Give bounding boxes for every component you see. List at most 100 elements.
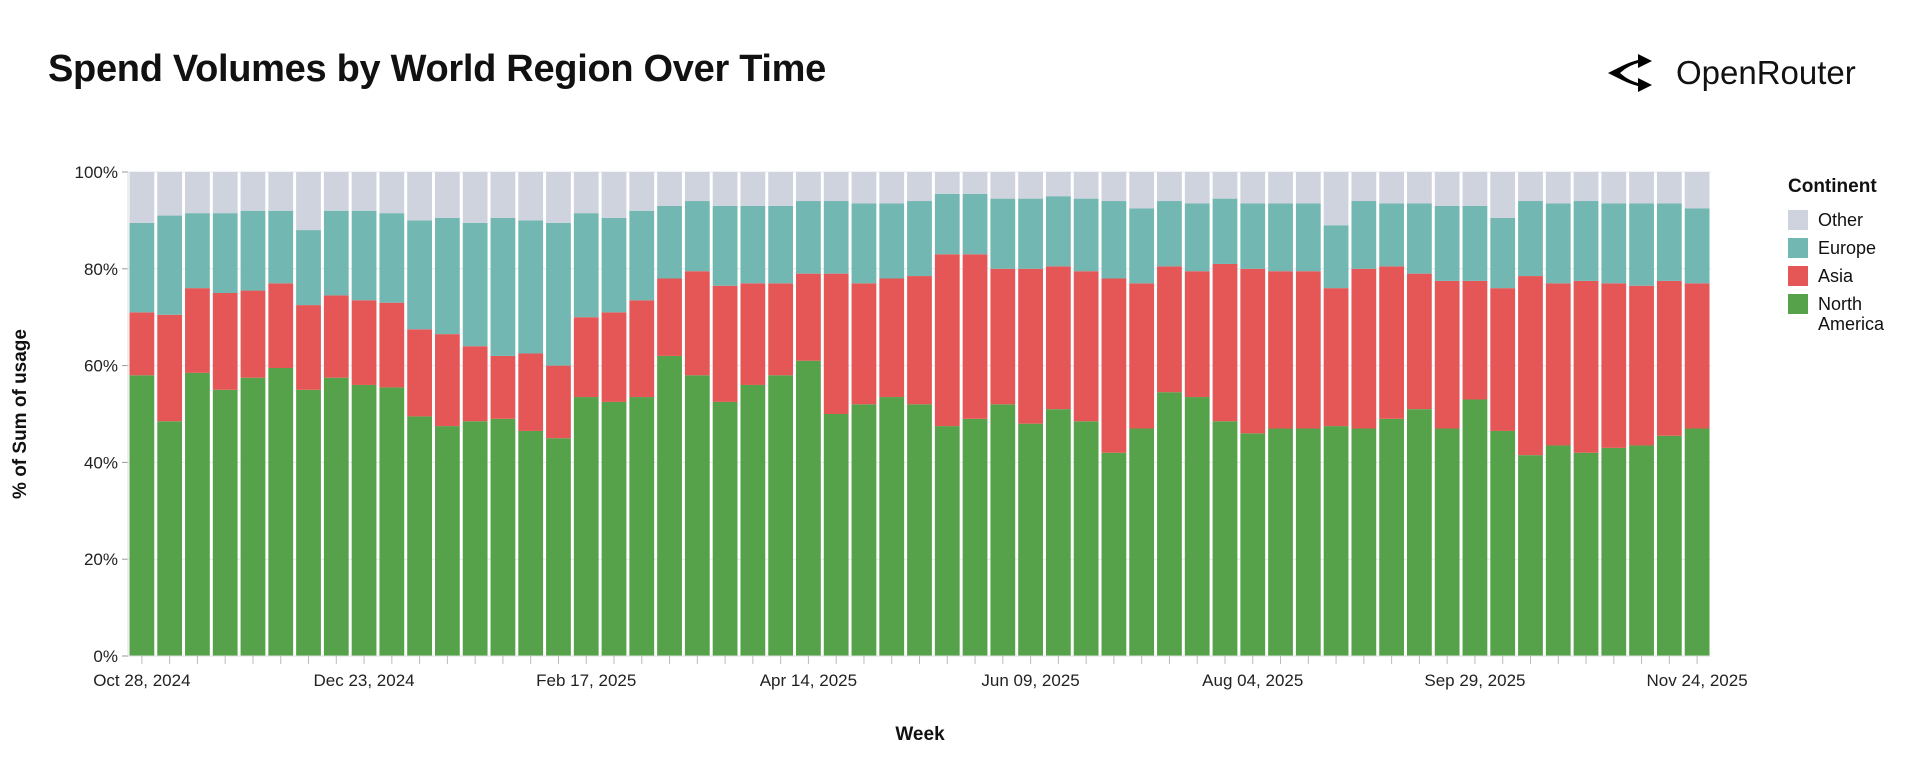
- bar-asia[interactable]: [407, 329, 432, 417]
- bar-north-america[interactable]: [1323, 426, 1349, 656]
- bar-europe[interactable]: [1323, 225, 1349, 289]
- bar-other[interactable]: [351, 172, 377, 211]
- bar-europe[interactable]: [1434, 205, 1460, 281]
- bar-asia[interactable]: [1268, 271, 1293, 429]
- bar-europe[interactable]: [1351, 201, 1377, 269]
- bar-north-america[interactable]: [1184, 397, 1210, 656]
- bar-europe[interactable]: [157, 215, 183, 315]
- bar-other[interactable]: [1573, 172, 1599, 202]
- bar-north-america[interactable]: [1601, 447, 1627, 656]
- bar-europe[interactable]: [962, 193, 988, 255]
- bar-europe[interactable]: [573, 213, 599, 318]
- bar-asia[interactable]: [1434, 280, 1460, 429]
- bar-other[interactable]: [851, 172, 877, 204]
- bar-asia[interactable]: [323, 295, 349, 378]
- bar-europe[interactable]: [1684, 208, 1710, 284]
- bar-asia[interactable]: [1379, 266, 1405, 419]
- bar-asia[interactable]: [1545, 283, 1571, 446]
- bar-other[interactable]: [1351, 172, 1377, 202]
- bar-other[interactable]: [546, 172, 571, 223]
- bar-north-america[interactable]: [1490, 430, 1516, 656]
- bar-other[interactable]: [1601, 172, 1627, 204]
- bar-other[interactable]: [712, 172, 738, 206]
- bar-other[interactable]: [1379, 172, 1405, 204]
- bar-other[interactable]: [407, 172, 432, 221]
- bar-europe[interactable]: [240, 210, 266, 291]
- bar-other[interactable]: [1157, 172, 1182, 202]
- bar-other[interactable]: [1323, 172, 1349, 226]
- bar-asia[interactable]: [1407, 273, 1432, 410]
- bar-other[interactable]: [1545, 172, 1571, 204]
- bar-europe[interactable]: [379, 213, 405, 303]
- bar-asia[interactable]: [129, 312, 155, 376]
- bar-other[interactable]: [157, 172, 183, 216]
- bar-europe[interactable]: [1545, 203, 1571, 284]
- bar-europe[interactable]: [796, 201, 821, 274]
- bar-other[interactable]: [1129, 172, 1155, 209]
- bar-north-america[interactable]: [712, 401, 738, 656]
- bar-asia[interactable]: [879, 278, 905, 398]
- bar-asia[interactable]: [740, 283, 766, 385]
- bar-asia[interactable]: [823, 273, 849, 414]
- bar-north-america[interactable]: [1351, 428, 1377, 656]
- bar-north-america[interactable]: [546, 438, 571, 656]
- bar-asia[interactable]: [157, 314, 183, 422]
- bar-north-america[interactable]: [129, 375, 155, 656]
- bar-north-america[interactable]: [629, 397, 655, 656]
- bar-north-america[interactable]: [1268, 428, 1293, 656]
- bar-asia[interactable]: [1018, 268, 1043, 424]
- bar-asia[interactable]: [1656, 280, 1682, 436]
- bar-asia[interactable]: [490, 355, 516, 419]
- bar-north-america[interactable]: [518, 430, 544, 656]
- bar-other[interactable]: [129, 172, 155, 223]
- bar-europe[interactable]: [296, 230, 321, 306]
- bar-asia[interactable]: [1323, 288, 1349, 427]
- bar-north-america[interactable]: [657, 355, 682, 656]
- bar-europe[interactable]: [657, 205, 682, 279]
- bar-europe[interactable]: [1462, 205, 1488, 281]
- bar-asia[interactable]: [1490, 288, 1516, 431]
- legend-item[interactable]: Asia: [1788, 266, 1916, 294]
- bar-north-america[interactable]: [434, 426, 460, 656]
- bar-other[interactable]: [212, 172, 238, 214]
- bar-other[interactable]: [629, 172, 655, 211]
- bar-asia[interactable]: [296, 305, 321, 390]
- bar-other[interactable]: [573, 172, 599, 214]
- bar-other[interactable]: [768, 172, 794, 206]
- bar-asia[interactable]: [1295, 271, 1321, 429]
- bar-other[interactable]: [1434, 172, 1460, 206]
- bar-other[interactable]: [490, 172, 516, 218]
- bar-other[interactable]: [1462, 172, 1488, 206]
- bar-north-america[interactable]: [879, 397, 905, 656]
- bar-europe[interactable]: [1157, 201, 1182, 267]
- bar-europe[interactable]: [1629, 203, 1654, 286]
- bar-asia[interactable]: [851, 283, 877, 405]
- bar-other[interactable]: [907, 172, 932, 202]
- bar-asia[interactable]: [268, 283, 294, 369]
- bar-north-america[interactable]: [407, 416, 432, 656]
- bar-other[interactable]: [1295, 172, 1321, 204]
- bar-europe[interactable]: [1212, 198, 1238, 264]
- bar-north-america[interactable]: [323, 377, 349, 656]
- bar-other[interactable]: [962, 172, 988, 194]
- bar-other[interactable]: [462, 172, 488, 223]
- bar-other[interactable]: [990, 172, 1016, 199]
- bar-asia[interactable]: [1518, 276, 1543, 456]
- bar-north-america[interactable]: [740, 384, 766, 656]
- bar-asia[interactable]: [796, 273, 821, 361]
- bar-europe[interactable]: [1573, 201, 1599, 281]
- bar-europe[interactable]: [1407, 203, 1432, 274]
- bar-north-america[interactable]: [684, 375, 710, 656]
- bar-north-america[interactable]: [1129, 428, 1155, 656]
- bar-europe[interactable]: [712, 205, 738, 286]
- bar-other[interactable]: [1490, 172, 1516, 218]
- bar-other[interactable]: [1268, 172, 1293, 204]
- bar-asia[interactable]: [1073, 271, 1099, 422]
- bar-other[interactable]: [1018, 172, 1043, 199]
- bar-asia[interactable]: [1462, 280, 1488, 400]
- bar-asia[interactable]: [379, 302, 405, 388]
- bar-north-america[interactable]: [1157, 392, 1182, 656]
- bar-europe[interactable]: [934, 193, 960, 255]
- bar-asia[interactable]: [684, 271, 710, 376]
- bar-europe[interactable]: [490, 217, 516, 356]
